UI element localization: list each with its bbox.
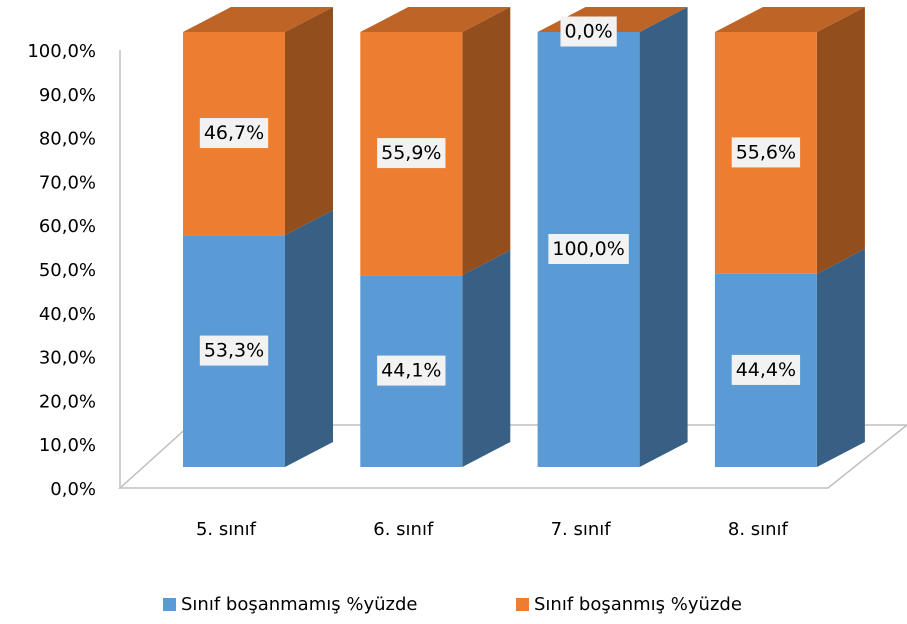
data-label-bg bbox=[548, 234, 629, 264]
y-tick-label: 60,0% bbox=[39, 216, 96, 237]
bar-side bbox=[285, 210, 333, 467]
bar-top bbox=[360, 7, 511, 32]
data-label-bg bbox=[199, 335, 269, 366]
data-label-bg bbox=[377, 138, 446, 169]
y-tick-label: 90,0% bbox=[39, 85, 96, 106]
data-label: 44,4% bbox=[736, 359, 796, 381]
legend-swatch bbox=[163, 598, 176, 611]
y-tick-label: 50,0% bbox=[39, 260, 96, 281]
bar-side bbox=[816, 7, 865, 274]
data-label: 100,0% bbox=[552, 238, 624, 260]
y-tick-label: 10,0% bbox=[39, 435, 96, 456]
x-tick-label: 8. sınıf bbox=[728, 519, 789, 540]
data-label-bg bbox=[199, 118, 269, 149]
y-tick-label: 80,0% bbox=[39, 129, 96, 150]
y-tick-label: 40,0% bbox=[39, 304, 96, 325]
data-label-bg bbox=[731, 137, 801, 168]
data-label-bg bbox=[377, 355, 446, 386]
bar-side bbox=[462, 7, 511, 276]
data-label: 44,1% bbox=[381, 360, 441, 382]
bar-side bbox=[639, 7, 688, 467]
floor bbox=[118, 424, 907, 489]
x-tick-label: 7. sınıf bbox=[551, 519, 612, 540]
y-tick-label: 20,0% bbox=[39, 391, 96, 412]
legend-label: Sınıf boşanmış %yüzde bbox=[534, 594, 742, 615]
bar-side bbox=[285, 7, 333, 236]
bar-top bbox=[714, 7, 865, 32]
bar-side bbox=[816, 248, 865, 467]
data-label-bg bbox=[731, 354, 801, 385]
legend-swatch bbox=[516, 598, 529, 611]
data-label: 55,9% bbox=[381, 142, 441, 164]
bar-side bbox=[462, 250, 511, 467]
data-label: 55,6% bbox=[736, 141, 796, 163]
y-tick-label: 100,0% bbox=[27, 41, 96, 62]
y-tick-label: 0,0% bbox=[50, 479, 96, 500]
bar-top bbox=[183, 7, 333, 32]
x-tick-label: 5. sınıf bbox=[196, 519, 257, 540]
y-tick-label: 30,0% bbox=[39, 348, 96, 369]
data-label: 0,0% bbox=[564, 21, 612, 43]
x-tick-label: 6. sınıf bbox=[373, 519, 434, 540]
data-label-bg bbox=[560, 16, 617, 47]
legend-label: Sınıf boşanmamış %yüzde bbox=[181, 594, 417, 615]
data-label: 53,3% bbox=[204, 340, 264, 362]
data-label: 46,7% bbox=[204, 122, 264, 144]
y-tick-label: 70,0% bbox=[39, 172, 96, 193]
